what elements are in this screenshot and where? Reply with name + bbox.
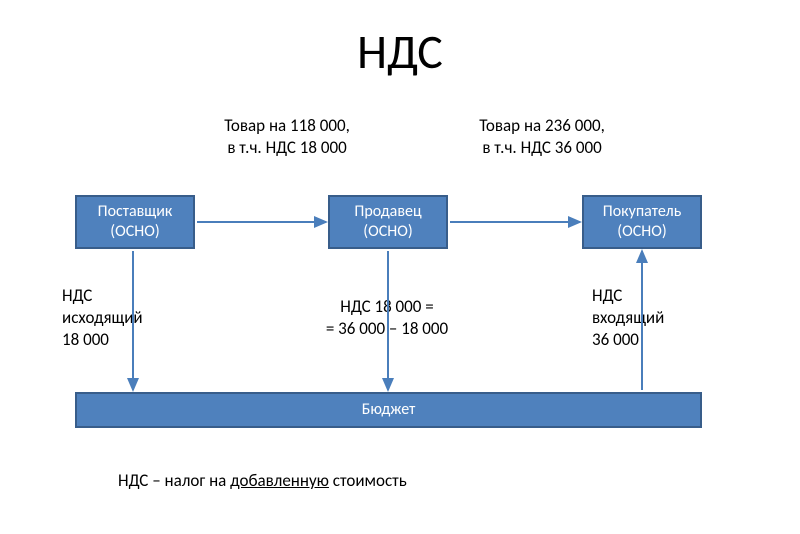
footnote-underlined: добавленную (230, 470, 329, 491)
edge-label-vat-in: НДС входящий 36 000 (592, 285, 712, 351)
edge-label-vat-calc-l2: = 36 000 – 18 000 (326, 318, 448, 339)
node-supplier-line2: (ОСНО) (110, 222, 159, 241)
node-buyer: Покупатель (ОСНО) (582, 195, 702, 249)
footnote: НДС – налог на добавленную стоимость (118, 470, 407, 491)
node-supplier: Поставщик (ОСНО) (75, 195, 195, 249)
edge-label-vat-in-l2: входящий (592, 307, 664, 328)
node-seller-line2: (ОСНО) (363, 222, 412, 241)
edge-label-vat-out-l2: исходящий (62, 307, 143, 328)
edge-label-vat-out-l1: НДС (62, 285, 92, 306)
footnote-suffix: стоимость (329, 470, 407, 491)
node-seller-line1: Продавец (354, 202, 421, 221)
edge-label-goods-1-l2: в т.ч. НДС 18 000 (227, 137, 346, 158)
edge-label-vat-calc-l1: НДС 18 000 = (340, 296, 433, 317)
node-seller: Продавец (ОСНО) (328, 195, 448, 249)
node-budget: Бюджет (75, 392, 702, 428)
edge-label-vat-calc: НДС 18 000 = = 36 000 – 18 000 (272, 296, 502, 340)
node-budget-label: Бюджет (362, 400, 416, 420)
edge-label-vat-in-l1: НДС (592, 285, 622, 306)
edge-label-goods-2-l1: Товар на 236 000, (479, 115, 605, 136)
edge-label-vat-in-l3: 36 000 (592, 329, 639, 350)
node-buyer-line1: Покупатель (603, 202, 681, 221)
edge-label-goods-1-l1: Товар на 118 000, (224, 115, 350, 136)
node-buyer-line2: (ОСНО) (617, 222, 666, 241)
edge-label-vat-out-l3: 18 000 (62, 329, 109, 350)
edge-label-goods-2: Товар на 236 000, в т.ч. НДС 36 000 (432, 115, 652, 159)
edge-label-vat-out: НДС исходящий 18 000 (62, 285, 182, 351)
footnote-prefix: НДС – налог на (118, 470, 230, 491)
node-supplier-line1: Поставщик (98, 202, 173, 221)
page-title: НДС (0, 22, 800, 81)
edge-label-goods-2-l2: в т.ч. НДС 36 000 (482, 137, 601, 158)
edge-label-goods-1: Товар на 118 000, в т.ч. НДС 18 000 (177, 115, 397, 159)
